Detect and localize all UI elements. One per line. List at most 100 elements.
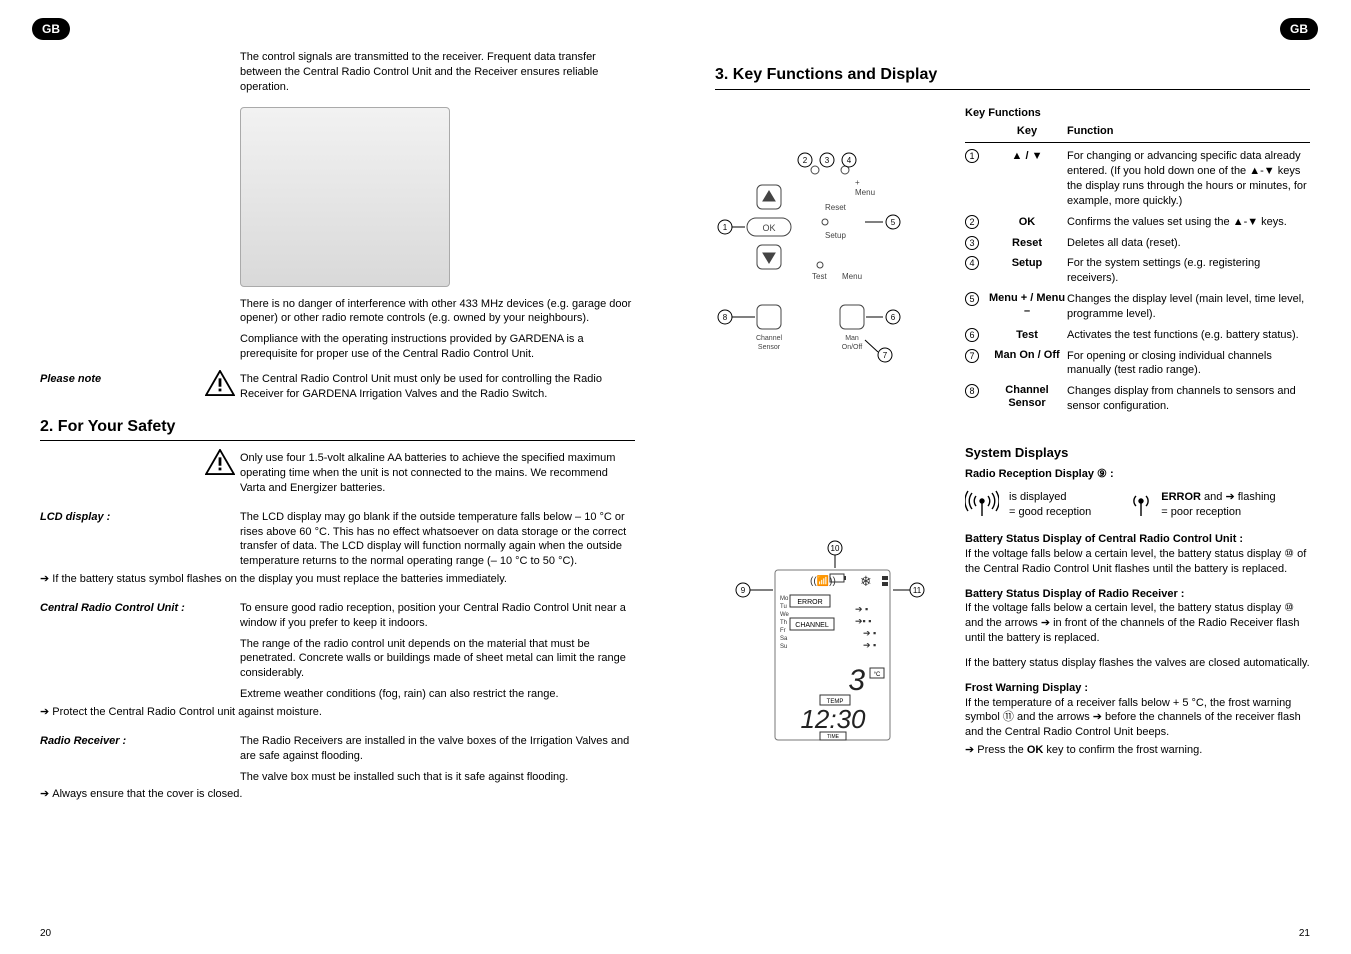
crcu-bullet: ➔ Protect the Central Radio Control unit… [40,705,635,720]
keypad-svg: OK + Menu Reset Setup Test Menu Channel … [715,130,935,390]
svg-text:Fr: Fr [780,628,786,634]
table-row: 8 Channel Sensor Changes display from ch… [965,384,1310,414]
rr-bullet-text: Always ensure that the cover is closed. [52,788,242,800]
row-key: Test [987,328,1067,343]
th-key: Key [987,124,1067,139]
row-fn: Changes display from channels to sensors… [1067,384,1310,414]
svg-text:12:30: 12:30 [800,704,866,734]
rr-bullet: ➔ Always ensure that the cover is closed… [40,787,635,802]
svg-text:On/Off: On/Off [842,344,863,351]
svg-text:Test: Test [812,272,827,281]
table-row: 2 OK Confirms the values set using the ▲… [965,215,1310,230]
svg-text:CHANNEL: CHANNEL [795,622,829,629]
lcd-figure: 10 9 11 ((📶)) ❄ ERROR CHANNEL Mo Tu We T… [735,540,925,755]
row-key: OK [987,215,1067,230]
bad-rx-line2: = poor reception [1161,505,1275,520]
svg-text:4: 4 [847,156,852,165]
bat-crcu-text: If the voltage falls below a certain lev… [965,547,1310,577]
row-num: 2 [965,215,979,229]
svg-text:Sa: Sa [780,636,788,642]
svg-text:5: 5 [891,218,896,227]
svg-text:➔ ▪: ➔ ▪ [863,640,876,650]
rr-label: Radio Receiver : [40,734,230,749]
product-photo [240,107,450,287]
svg-text:Su: Su [780,644,787,650]
row-fn: For changing or advancing specific data … [1067,149,1310,208]
svg-text:8: 8 [723,313,728,322]
crcu-1: To ensure good radio reception, position… [240,601,635,631]
svg-text:6: 6 [891,313,896,322]
lcd-bullet: ➔ If the battery status symbol flashes o… [40,572,635,587]
gb-badge-left: GB [32,18,70,40]
svg-text:9: 9 [741,586,746,595]
warning-icon [205,370,235,396]
keypad-figure: OK + Menu Reset Setup Test Menu Channel … [715,130,935,395]
svg-text:Setup: Setup [825,231,846,240]
svg-text:Sensor: Sensor [758,344,781,351]
frost-text: If the temperature of a receiver falls b… [965,696,1310,741]
bat-rr-text: If the voltage falls below a certain lev… [965,601,1310,646]
svg-text:2: 2 [803,156,808,165]
svg-text:1: 1 [723,223,728,232]
svg-text:➔▪ ▪: ➔▪ ▪ [855,616,871,626]
row-key: Reset [987,236,1067,251]
row-fn: For the system settings (e.g. registerin… [1067,256,1310,286]
crcu-3: Extreme weather conditions (fog, rain) c… [240,687,635,702]
svg-text:3: 3 [848,664,865,697]
lcd-svg: 10 9 11 ((📶)) ❄ ERROR CHANNEL Mo Tu We T… [735,540,925,750]
bat-closed-note: If the battery status display flashes th… [965,656,1310,671]
crcu-2: The range of the radio control unit depe… [240,637,635,682]
row-fn: Activates the test functions (e.g. batte… [1067,328,1310,343]
table-row: 6 Test Activates the test functions (e.g… [965,328,1310,343]
svg-text:Reset: Reset [825,203,847,212]
page-left: GB The control signals are transmitted t… [0,0,675,954]
row-num: 8 [965,384,979,398]
svg-text:We: We [780,612,790,618]
section-2-head: 2. For Your Safety [40,416,635,442]
bad-rx-error: ERROR [1161,491,1201,503]
svg-text:Th: Th [780,620,787,626]
frost-head: Frost Warning Display : [965,681,1310,696]
row-fn: For opening or closing individual channe… [1067,349,1310,379]
intro-text: The control signals are transmitted to t… [240,50,635,95]
compliance-text: Compliance with the operating instructio… [240,332,635,362]
svg-text:Man: Man [845,335,859,342]
table-row: 1 ▲ / ▼ For changing or advancing specif… [965,149,1310,208]
row-num: 5 [965,292,979,306]
radio-reception-head: Radio Reception Display ⑨ : [965,467,1310,482]
page-number-left: 20 [40,927,51,941]
svg-text:ERROR: ERROR [797,599,822,606]
svg-text:11: 11 [913,586,922,595]
svg-text:+: + [855,178,860,187]
good-reception-icon [965,490,999,518]
crcu-bullet-text: Protect the Central Radio Control unit a… [52,706,322,718]
svg-text:Channel: Channel [756,335,783,342]
battery-note: Only use four 1.5-volt alkaline AA batte… [240,451,635,496]
row-key: Menu + / Menu – [987,292,1067,322]
table-row: 4 Setup For the system settings (e.g. re… [965,256,1310,286]
no-interference-text: There is no danger of interference with … [240,297,635,327]
row-num: 3 [965,236,979,250]
row-key: Setup [987,256,1067,286]
row-fn: Changes the display level (main level, t… [1067,292,1310,322]
poor-reception-icon [1131,490,1151,518]
table-row: 5 Menu + / Menu – Changes the display le… [965,292,1310,322]
key-functions-head: Key Functions [965,106,1310,121]
lcd-text: The LCD display may go blank if the outs… [240,510,635,569]
please-note-label: Please note [40,372,230,387]
bad-rx-flashing: and ➔ flashing [1201,491,1276,503]
page-right: GB 3. Key Functions and Display OK + Men… [675,0,1350,954]
svg-text:Menu: Menu [842,272,862,281]
row-num: 7 [965,349,979,363]
row-key: Man On / Off [987,349,1067,379]
svg-text:°C: °C [874,672,881,678]
th-fn: Function [1067,124,1310,139]
warning-icon-2 [205,449,235,475]
good-rx-line1: is displayed [1009,490,1091,505]
system-displays-head: System Displays [965,444,1310,462]
bat-crcu-head: Battery Status Display of Central Radio … [965,532,1310,547]
lcd-label: LCD display : [40,510,230,525]
table-row: 7 Man On / Off For opening or closing in… [965,349,1310,379]
svg-text:((📶)): ((📶)) [810,574,836,587]
rr-2: The valve box must be installed such tha… [240,770,635,785]
